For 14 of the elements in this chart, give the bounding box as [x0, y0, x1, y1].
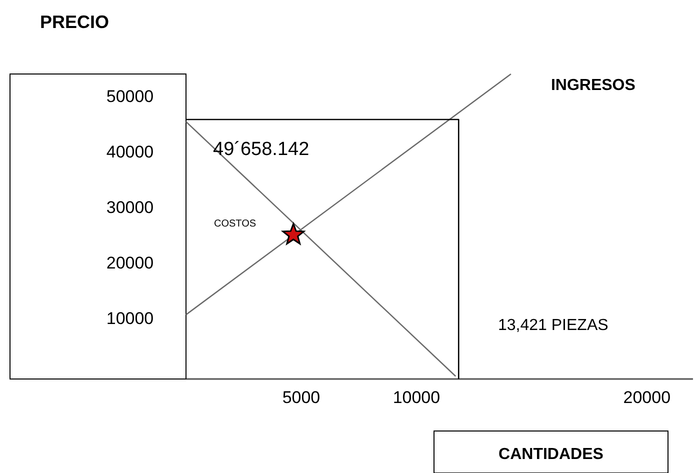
x-tick-label: 5000: [282, 388, 320, 407]
y-tick-label: 10000: [106, 308, 154, 328]
y-tick-label: 20000: [106, 253, 154, 272]
y-tick-label: 40000: [106, 142, 154, 162]
text: COSTOS: [214, 218, 256, 230]
y-tick-label: 30000: [106, 198, 154, 218]
annotation: 49´658.142: [213, 139, 310, 160]
annotation: 13,421 PIEZAS: [498, 317, 608, 334]
text: INGRESOS: [550, 77, 636, 94]
y-axis-title: PRECIO: [40, 12, 110, 32]
x-axis-title: CANTIDADES: [498, 446, 604, 463]
x-tick-label: 10000: [392, 388, 440, 407]
x-tick-label: 20000: [623, 388, 671, 407]
y-tick-label: 50000: [106, 87, 154, 106]
